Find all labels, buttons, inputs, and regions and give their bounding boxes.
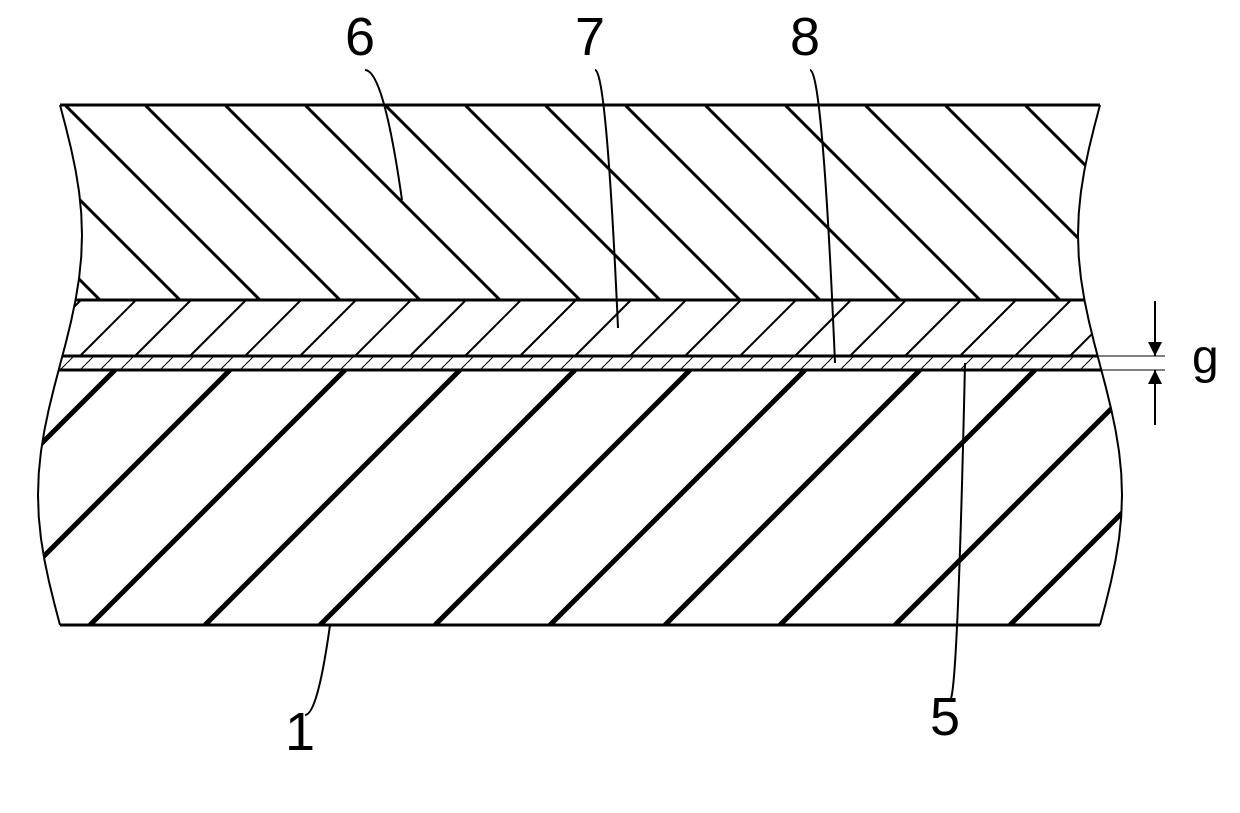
callout-1: 1 [285, 701, 315, 763]
callout-5: 5 [930, 686, 960, 748]
cross-section-diagram [0, 0, 1240, 813]
gap-label-g: g [1192, 330, 1219, 385]
callout-6: 6 [345, 6, 375, 68]
callout-7: 7 [575, 6, 605, 68]
callout-8: 8 [790, 6, 820, 68]
